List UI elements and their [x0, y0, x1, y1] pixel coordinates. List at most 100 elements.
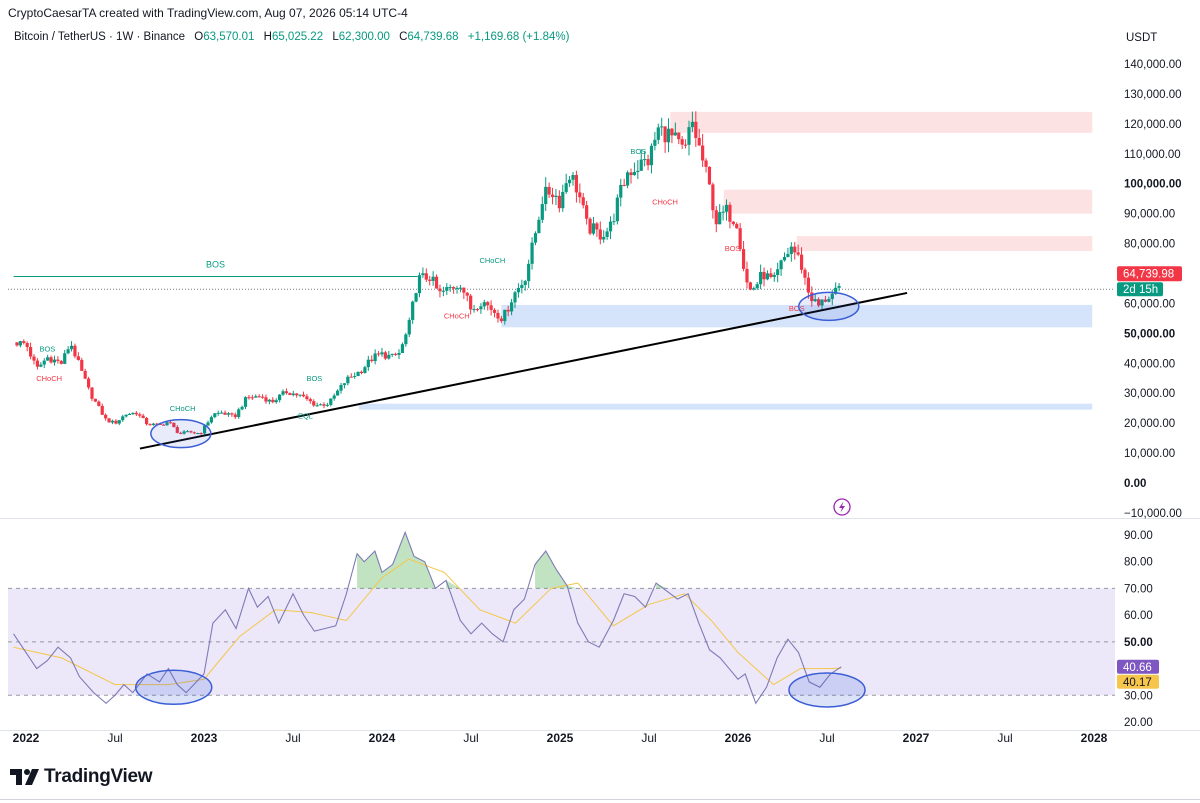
- candle-body: [100, 405, 104, 415]
- last-price-badge: [1117, 266, 1182, 282]
- rsi-ma-badge: [1117, 674, 1159, 689]
- candle-body: [397, 352, 401, 355]
- candle-body: [782, 256, 787, 261]
- candle-body: [817, 299, 821, 306]
- candle-body: [424, 273, 428, 280]
- candle-body: [127, 414, 132, 416]
- time-axis-tick: Jul: [819, 731, 834, 745]
- candle-body: [206, 422, 210, 426]
- candle-body: [267, 399, 271, 402]
- price-axis-tick: 20,000.00: [1124, 418, 1175, 430]
- candle-body: [151, 423, 156, 426]
- candle-body: [786, 253, 790, 257]
- candle-body: [325, 404, 329, 406]
- candle-body: [591, 223, 596, 234]
- candle-body: [779, 260, 783, 270]
- candle-body: [561, 192, 565, 209]
- candle-body: [465, 292, 469, 296]
- candle-body: [172, 422, 176, 427]
- time-axis-tick: 2022: [13, 731, 40, 745]
- candle-body: [496, 312, 500, 319]
- candle-body: [308, 399, 312, 402]
- candle-body: [438, 288, 442, 292]
- brand-wordmark: TradingView: [44, 766, 153, 787]
- time-axis-tick: Jul: [107, 731, 122, 745]
- candle-body: [499, 318, 503, 322]
- candle-body: [813, 299, 817, 302]
- candle-body: [680, 139, 684, 145]
- candle-body: [475, 309, 480, 311]
- candle-body: [772, 275, 776, 277]
- close-value: 64,739.68: [407, 31, 459, 43]
- candle-body: [202, 425, 207, 434]
- candle-body: [131, 412, 135, 415]
- candle-body: [32, 356, 36, 361]
- candle-body: [769, 273, 773, 277]
- candle-body: [22, 341, 26, 344]
- candle-body: [254, 396, 258, 398]
- candle-body: [93, 398, 98, 402]
- lightning-icon: [833, 498, 851, 516]
- candle-body: [796, 252, 800, 255]
- candle-body: [690, 121, 695, 128]
- candle-body: [394, 353, 398, 355]
- change-value: +1,169.68 (+1.84%): [467, 31, 570, 43]
- structure-label: BOS: [789, 304, 805, 313]
- candle-body: [612, 221, 616, 223]
- candle-body: [339, 384, 343, 391]
- candle-body: [776, 269, 780, 276]
- time-axis-tick: Jul: [997, 731, 1012, 745]
- candle-body: [718, 212, 722, 225]
- candle-body: [605, 231, 609, 237]
- candle-body: [233, 414, 237, 418]
- candle-body: [557, 195, 561, 209]
- candle-body: [295, 393, 299, 396]
- countdown-badge: [1117, 282, 1163, 297]
- candle-body: [46, 357, 50, 361]
- price-axis-tick: 80,000.00: [1124, 239, 1175, 251]
- tradingview-logo[interactable]: TradingView: [10, 764, 153, 790]
- candle-body: [284, 391, 289, 394]
- candle-body: [196, 433, 200, 435]
- candle-body: [182, 431, 186, 434]
- candle-body: [660, 126, 664, 128]
- candle-body: [199, 433, 203, 435]
- candle-body: [271, 399, 275, 403]
- candle-body: [220, 412, 224, 414]
- candle-body: [622, 184, 626, 186]
- candle-body: [646, 159, 650, 166]
- candle-body: [376, 353, 381, 355]
- symbol-legend[interactable]: Bitcoin / TetherUS · 1W · Binance O63,57…: [14, 31, 569, 43]
- price-axis-tick: 50,000.00: [1124, 328, 1175, 340]
- candle-body: [697, 137, 701, 146]
- price-axis-tick: 60,000.00: [1124, 298, 1175, 310]
- candle-body: [486, 302, 490, 306]
- candle-body: [810, 292, 814, 302]
- candle-body: [520, 284, 524, 289]
- currency-label[interactable]: USDT: [1126, 32, 1158, 44]
- candle-body: [305, 396, 309, 400]
- candle-body: [452, 287, 456, 289]
- candle-body: [66, 349, 70, 354]
- price-axis-tick: 100,000.00: [1124, 179, 1182, 191]
- candle-body: [346, 376, 350, 384]
- symbol-name[interactable]: Bitcoin / TetherUS · 1W · Binance: [14, 31, 186, 43]
- candle-body: [322, 404, 326, 406]
- candle-body: [189, 431, 193, 433]
- candle-body: [455, 287, 459, 289]
- candle-body: [250, 397, 254, 399]
- candle-body: [264, 397, 268, 402]
- candle-body: [503, 309, 507, 322]
- candle-body: [110, 420, 115, 423]
- time-axis-tick: 2028: [1081, 731, 1108, 745]
- rsi-ma-line: [13, 558, 842, 686]
- low-label: L: [332, 31, 339, 43]
- candle-body: [564, 183, 568, 193]
- candle-body: [28, 347, 33, 357]
- candle-body: [585, 205, 589, 219]
- candle-body: [312, 401, 316, 406]
- candle-body: [714, 210, 718, 225]
- candle-body: [380, 352, 384, 355]
- candle-body: [639, 159, 643, 171]
